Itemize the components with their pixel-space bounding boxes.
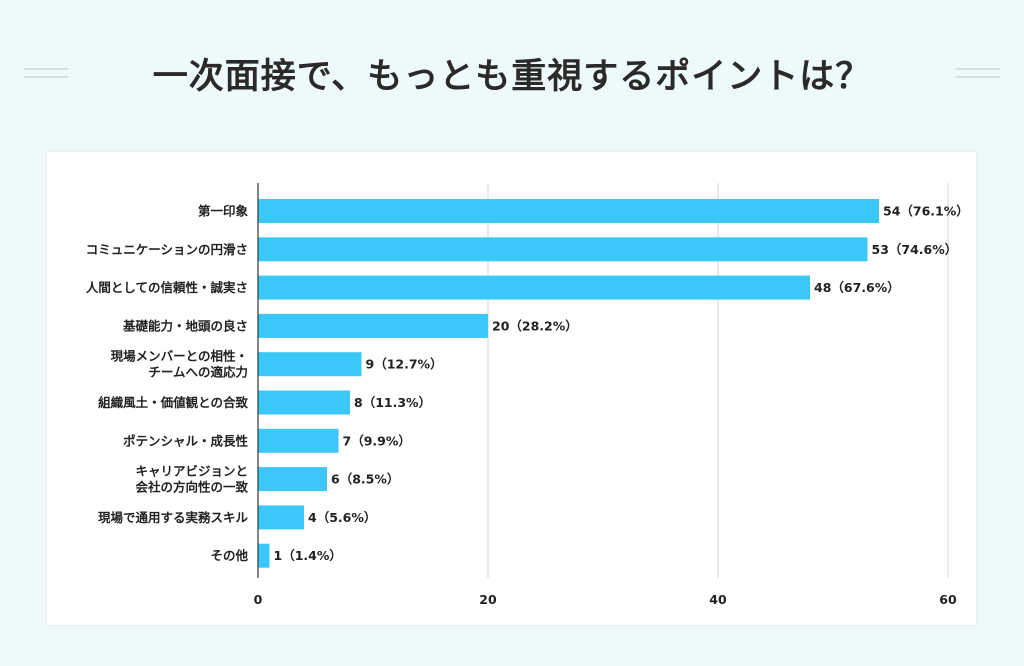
title-decoration-right <box>956 68 1000 78</box>
data-label: 53（74.6%） <box>872 242 958 257</box>
x-tick-label: 20 <box>479 592 497 607</box>
data-label: 6（8.5%） <box>331 472 399 487</box>
page-title: 一次面接で、もっとも重視するポイントは？ <box>152 57 872 97</box>
data-label: 54（76.1%） <box>883 204 969 219</box>
category-label: 第一印象 <box>198 204 249 219</box>
category-label: ポテンシャル・成長性 <box>123 433 249 448</box>
bar <box>258 313 488 338</box>
data-label: 4（5.6%） <box>308 510 376 525</box>
bar <box>258 199 879 223</box>
category-label: コミュニケーションの円滑さ <box>86 242 248 257</box>
bar <box>258 352 362 377</box>
x-tick-label: 0 <box>254 592 263 607</box>
category-label: 現場で通用する実務スキル <box>98 510 249 525</box>
category-label: 基礎能力・地頭の良さ <box>122 318 248 333</box>
category-label: 現場メンバーとの相性・チームへの適応力 <box>111 349 248 380</box>
title-decoration-left <box>24 68 68 78</box>
bar <box>258 428 339 453</box>
data-label: 20（28.2%） <box>492 318 578 333</box>
data-label: 1（1.4%） <box>274 548 342 563</box>
chart-card <box>47 152 976 625</box>
data-label: 7（9.9%） <box>343 433 411 448</box>
category-label: 組織風土・価値観との合致 <box>98 395 248 410</box>
bar <box>258 505 304 530</box>
category-label: キャリアビジョンと会社の方向性の一致 <box>135 464 248 495</box>
bar <box>258 543 270 568</box>
data-label: 8（11.3%） <box>354 395 431 410</box>
bar <box>258 467 327 492</box>
bar <box>258 390 350 415</box>
category-label: その他 <box>210 548 248 563</box>
category-label: 人間としての信頼性・誠実さ <box>86 280 248 295</box>
data-label: 9（12.7%） <box>366 357 443 372</box>
bar <box>258 275 810 300</box>
x-tick-label: 40 <box>709 592 727 607</box>
data-label: 48（67.6%） <box>814 280 900 295</box>
x-tick-label: 60 <box>939 592 957 607</box>
bar <box>258 237 868 262</box>
